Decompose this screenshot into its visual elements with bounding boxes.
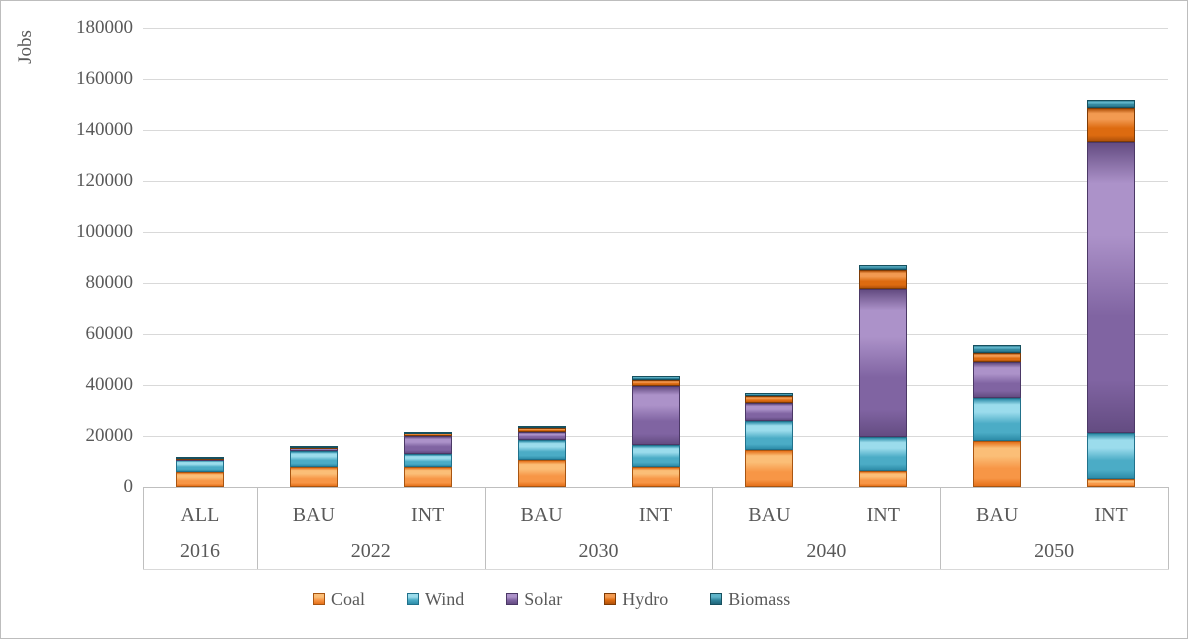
bar-segment-coal: [745, 450, 794, 487]
bar-segment-hydro: [859, 269, 908, 289]
group-divider: [1168, 487, 1169, 569]
bar-segment-biomass: [403, 431, 452, 434]
bar-segment-hydro: [517, 427, 566, 432]
bar-segment-hydro: [1087, 108, 1136, 143]
bar-segment-solar: [973, 361, 1022, 398]
legend-swatch-icon: [407, 593, 419, 605]
year-label: 2016: [179, 540, 220, 562]
bar-segment-solar: [1087, 142, 1136, 433]
bar-segment-coal: [289, 466, 338, 487]
year-label: 2050: [1034, 540, 1075, 562]
bar-segment-wind: [403, 454, 452, 468]
legend-item-coal: Coal: [313, 589, 365, 610]
scenario-label: INT: [411, 504, 445, 526]
legend-item-wind: Wind: [407, 589, 464, 610]
bar-segment-wind: [175, 460, 224, 472]
group-divider: [143, 487, 144, 569]
legend-swatch-icon: [710, 593, 723, 605]
bar-segment-solar: [175, 459, 224, 462]
y-tick-label: 20000: [85, 425, 134, 446]
bar-segment-biomass: [517, 426, 566, 429]
bar-segment-biomass: [859, 264, 908, 270]
legend-item-hydro: Hydro: [604, 589, 668, 610]
scenario-label: ALL: [180, 504, 220, 526]
scenario-label: INT: [866, 504, 900, 526]
bar-segment-coal: [175, 471, 224, 487]
bar-segment-wind: [517, 440, 566, 461]
y-tick-label: 120000: [76, 170, 133, 191]
bar-segment-coal: [517, 460, 566, 487]
gridline: [143, 282, 1168, 284]
bar-segment-biomass: [745, 393, 794, 397]
year-label: 2030: [578, 540, 619, 562]
bar-segment-solar: [631, 386, 680, 445]
bar-segment-solar: [403, 436, 452, 455]
bar-segment-coal: [403, 467, 452, 487]
y-tick-label: 40000: [85, 374, 134, 395]
bar-segment-coal: [859, 471, 908, 487]
legend-label: Wind: [425, 588, 465, 609]
y-tick-label: 60000: [85, 323, 134, 344]
bar-segment-hydro: [745, 396, 794, 403]
legend-label: Solar: [524, 588, 563, 609]
bar-segment-wind: [859, 436, 908, 472]
legend-label: Hydro: [622, 588, 669, 609]
scenario-label: INT: [1094, 504, 1128, 526]
scenario-label: BAU: [748, 504, 791, 526]
legend: Coal Wind Solar Hydro Biomass: [313, 588, 790, 610]
year-label: 2022: [350, 540, 391, 562]
gridline: [143, 180, 1168, 182]
legend-item-solar: Solar: [506, 589, 562, 610]
legend-label: Biomass: [728, 588, 791, 609]
group-divider: [484, 487, 486, 569]
bar-segment-biomass: [973, 344, 1022, 354]
category-axis-line: [143, 487, 1169, 488]
scenario-label: BAU: [292, 504, 335, 526]
bar-segment-wind: [289, 451, 338, 467]
y-tick-label: 0: [123, 476, 134, 497]
legend-item-biomass: Biomass: [710, 589, 790, 610]
gridline: [143, 129, 1168, 131]
year-label: 2040: [806, 540, 847, 562]
bar-segment-coal: [1087, 478, 1136, 487]
group-divider: [712, 487, 714, 569]
legend-swatch-icon: [506, 593, 519, 605]
y-tick-label: 140000: [76, 119, 133, 140]
bar-segment-solar: [859, 288, 908, 437]
gridline: [143, 231, 1168, 233]
bar-segment-biomass: [289, 445, 338, 448]
bar-segment-wind: [973, 397, 1022, 441]
gridline: [143, 27, 1168, 29]
group-divider: [940, 487, 942, 569]
bar-segment-coal: [973, 440, 1022, 487]
bar-segment-wind: [1087, 432, 1136, 479]
legend-swatch-icon: [313, 593, 325, 605]
y-tick-label: 160000: [76, 68, 133, 89]
y-tick-label: 80000: [85, 272, 134, 293]
y-tick-label: 180000: [76, 17, 133, 38]
y-tick-label: 100000: [76, 221, 133, 242]
bar-segment-hydro: [973, 353, 1022, 362]
bar-segment-biomass: [1087, 100, 1136, 109]
scenario-label: BAU: [520, 504, 563, 526]
group-divider: [256, 487, 258, 569]
bar-segment-solar: [517, 431, 566, 441]
scenario-label: BAU: [976, 504, 1019, 526]
bar-segment-biomass: [631, 375, 680, 380]
legend-swatch-icon: [604, 593, 617, 605]
bar-segment-hydro: [631, 379, 680, 387]
bar-segment-solar: [745, 402, 794, 421]
category-axis-bottom-line: [143, 569, 1169, 570]
bar-segment-coal: [631, 467, 680, 487]
gridline: [143, 78, 1168, 80]
bar-segment-wind: [631, 444, 680, 468]
y-axis-title: Jobs: [15, 30, 36, 64]
scenario-label: INT: [638, 504, 673, 526]
gridline: [143, 333, 1168, 335]
bar-segment-wind: [745, 420, 794, 450]
legend-label: Coal: [331, 588, 365, 609]
bar-segment-biomass: [175, 456, 224, 459]
